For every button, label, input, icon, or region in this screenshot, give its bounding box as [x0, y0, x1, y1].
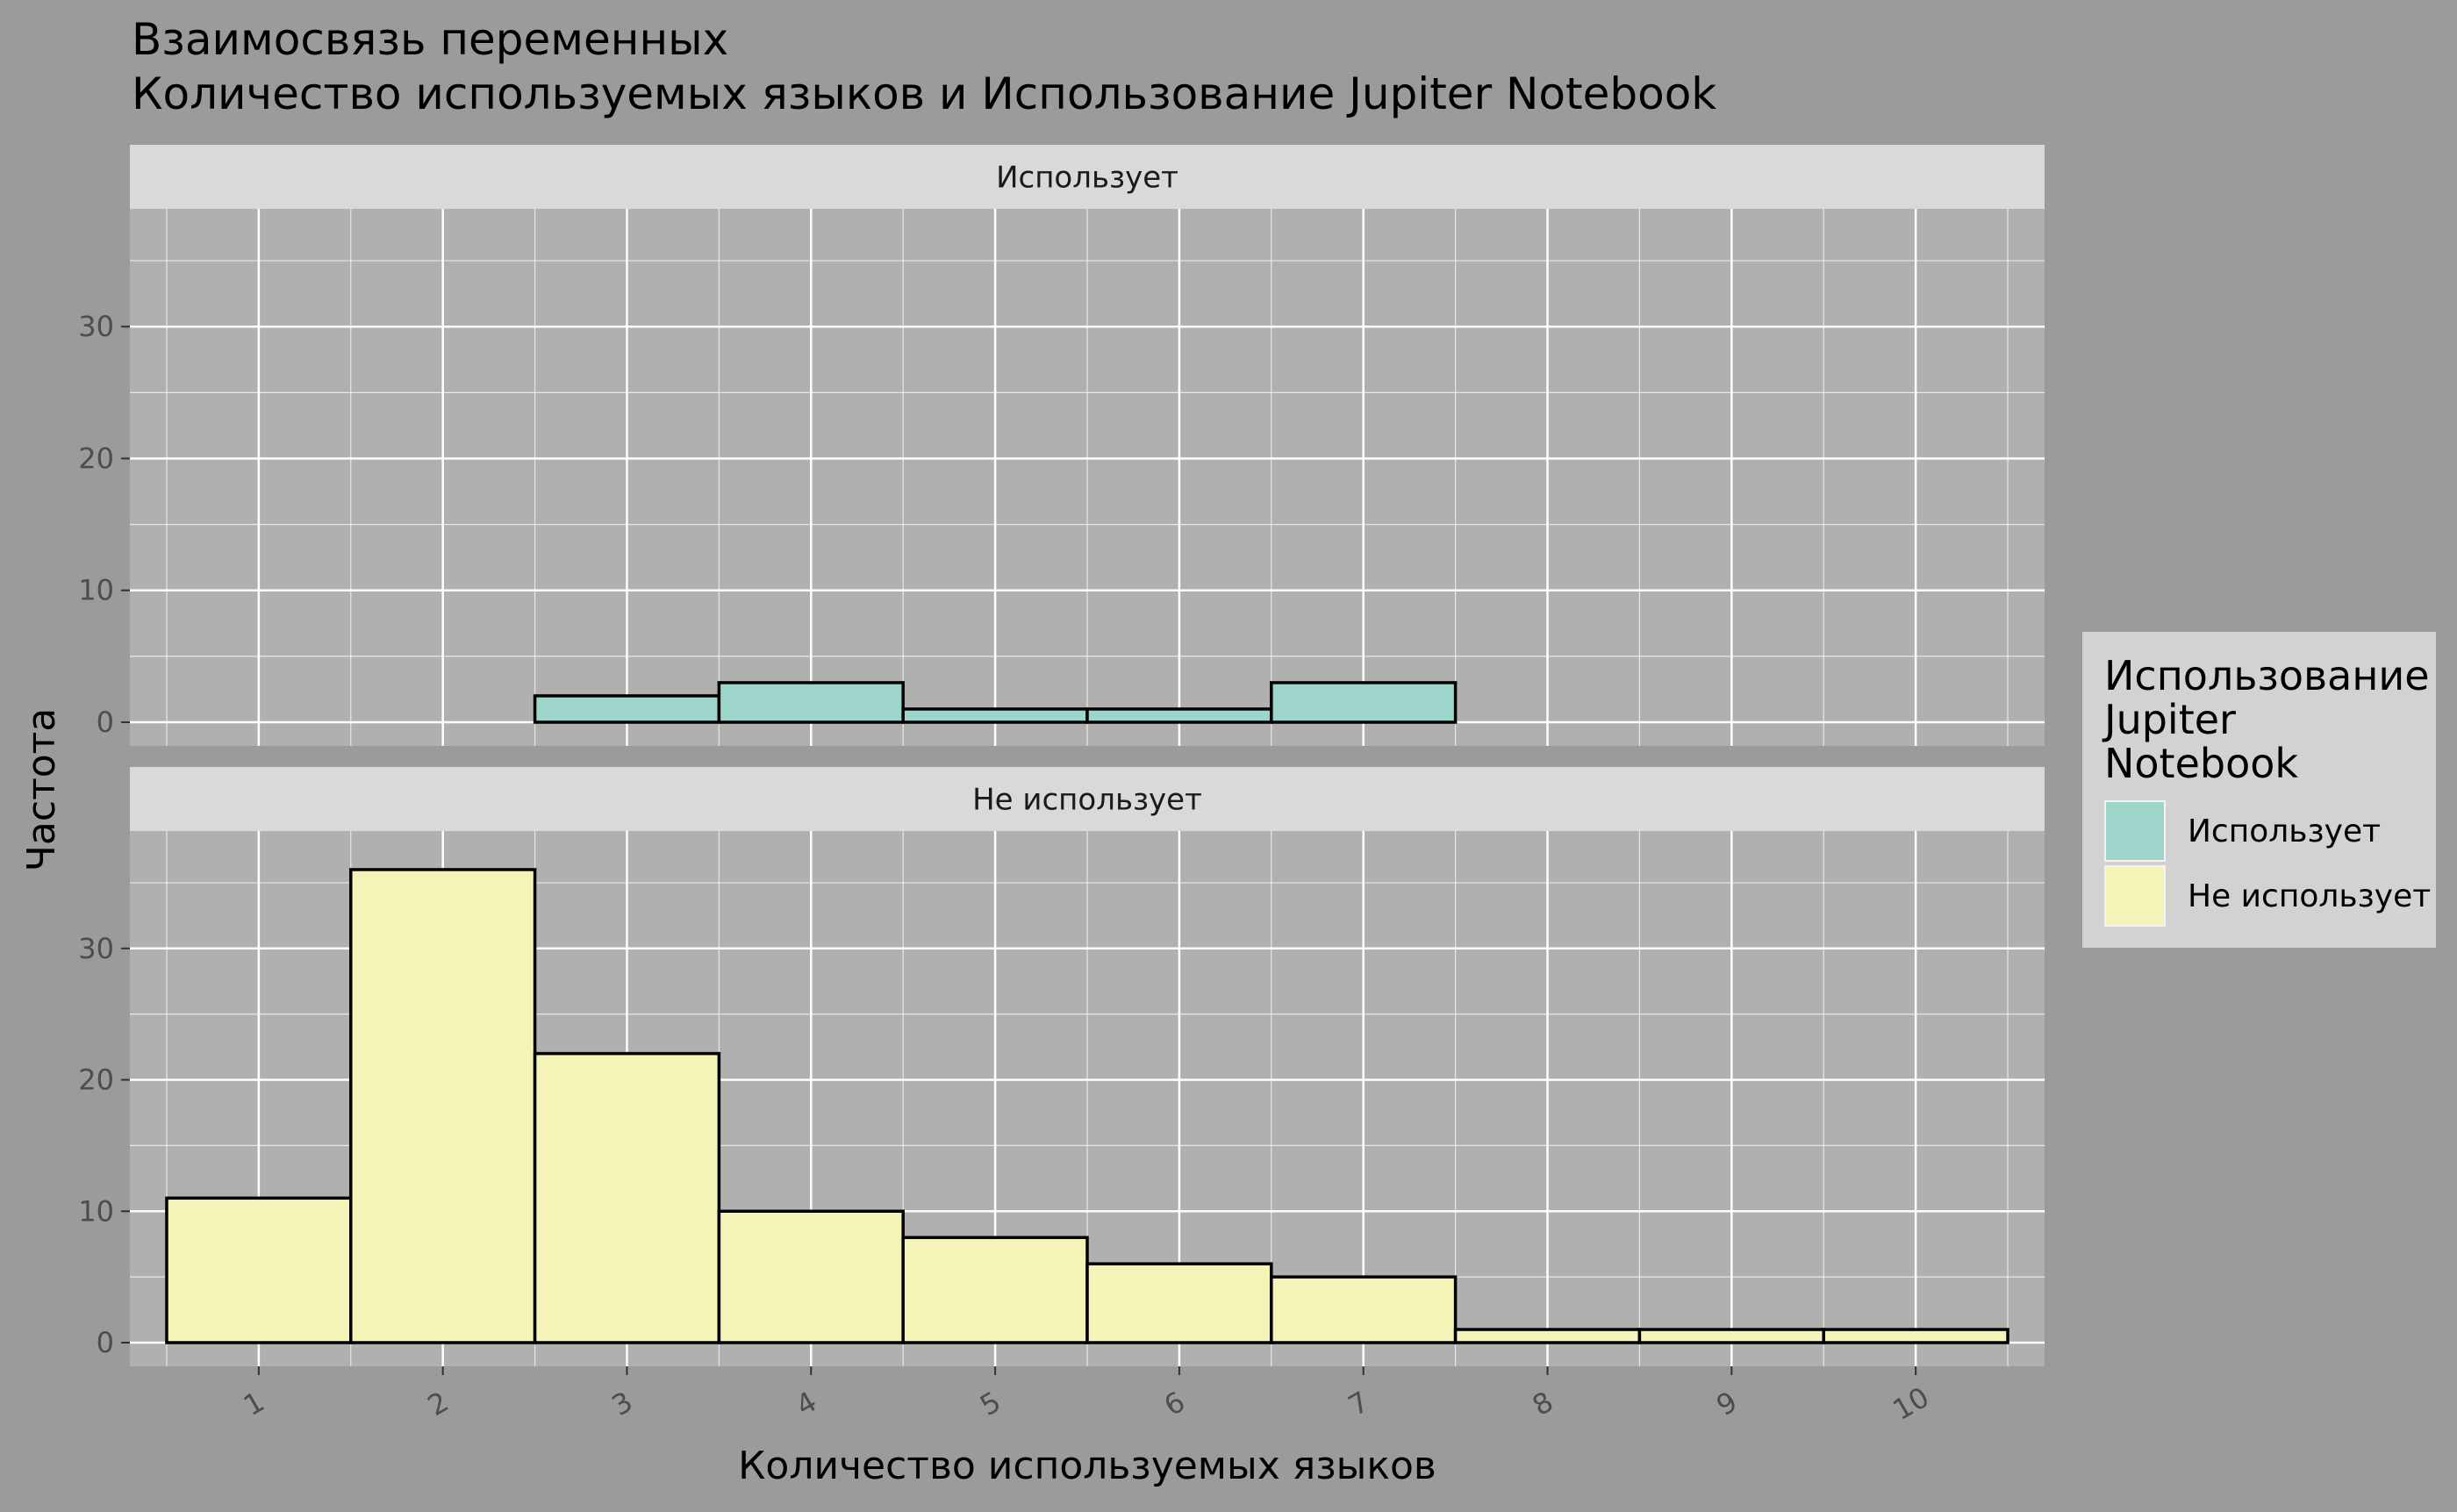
- y-tick-label: 0: [97, 706, 114, 739]
- histogram-bar: [1637, 1328, 1825, 1344]
- histogram-bar: [717, 681, 905, 724]
- legend-item-label: Использует: [2188, 813, 2381, 849]
- chart-title-line: Количество используемых языков и Использ…: [132, 68, 1716, 119]
- facet-strip: [130, 145, 2045, 209]
- legend-title-line: Использование: [2104, 652, 2430, 699]
- y-tick-label: 20: [78, 1064, 114, 1097]
- histogram-bar: [1270, 681, 1458, 724]
- histogram-bar: [1085, 707, 1273, 724]
- facet-strip-label: Использует: [996, 161, 1178, 196]
- legend-title-line: Jupiter: [2102, 696, 2236, 743]
- chart-title-line: Взаимосвязь переменных: [132, 14, 728, 65]
- histogram-bar: [901, 1236, 1089, 1344]
- legend-swatch: [2106, 867, 2164, 925]
- y-tick-label: 0: [97, 1326, 114, 1359]
- histogram-bar: [165, 1196, 353, 1344]
- facet-strip: [130, 767, 2045, 831]
- histogram-bar: [1270, 1275, 1458, 1344]
- legend-swatch: [2106, 802, 2164, 860]
- y-tick-label: 10: [78, 1194, 114, 1228]
- y-tick-label: 10: [78, 574, 114, 607]
- histogram-bar: [533, 694, 721, 724]
- legend-item-label: Не использует: [2188, 878, 2431, 914]
- y-tick-label: 20: [78, 441, 114, 475]
- x-axis-title: Количество используемых языков: [738, 1444, 1436, 1488]
- facet-strip-label: Не использует: [972, 783, 1202, 818]
- y-axis-title: Частота: [19, 708, 64, 871]
- y-tick-label: 30: [78, 932, 114, 965]
- legend-title-line: Notebook: [2104, 740, 2298, 787]
- histogram-bar: [1453, 1328, 1642, 1344]
- y-tick-label: 30: [78, 310, 114, 343]
- histogram-bar: [1822, 1328, 2009, 1344]
- histogram-bar: [533, 1051, 721, 1344]
- histogram-bar: [717, 1209, 905, 1344]
- histogram-bar: [349, 868, 537, 1344]
- histogram-bar: [901, 707, 1089, 724]
- histogram-bar: [1085, 1262, 1273, 1344]
